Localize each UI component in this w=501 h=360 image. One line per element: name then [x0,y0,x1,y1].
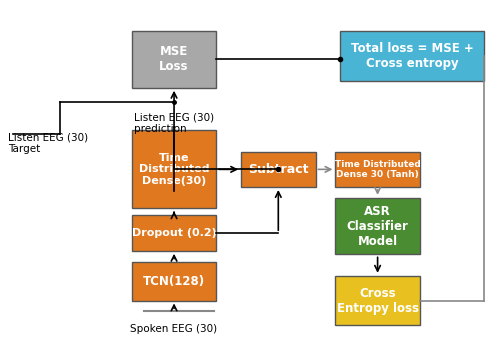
Text: Listen EEG (30)
Target: Listen EEG (30) Target [8,132,88,154]
Text: ASR
Classifier
Model: ASR Classifier Model [346,204,408,248]
FancyBboxPatch shape [335,276,419,325]
Text: MSE
Loss: MSE Loss [159,45,188,73]
Text: Time
Distributed
Dense(30): Time Distributed Dense(30) [138,153,209,186]
Text: TCN(128): TCN(128) [143,275,205,288]
FancyBboxPatch shape [340,31,483,81]
Text: Subtract: Subtract [247,163,308,176]
Text: Listen EEG (30)
prediction: Listen EEG (30) prediction [134,113,214,134]
FancyBboxPatch shape [335,198,419,255]
Text: Dropout (0.2): Dropout (0.2) [131,228,216,238]
FancyBboxPatch shape [132,215,216,251]
FancyBboxPatch shape [132,31,216,88]
Text: Spoken EEG (30): Spoken EEG (30) [130,324,217,334]
FancyBboxPatch shape [240,152,315,187]
Text: Cross
Entropy loss: Cross Entropy loss [336,287,418,315]
FancyBboxPatch shape [132,261,216,301]
FancyBboxPatch shape [132,130,216,208]
Text: Total loss = MSE +
Cross entropy: Total loss = MSE + Cross entropy [350,42,473,70]
FancyBboxPatch shape [335,152,419,187]
Text: Time Distributed
Dense 30 (Tanh): Time Distributed Dense 30 (Tanh) [334,160,420,179]
